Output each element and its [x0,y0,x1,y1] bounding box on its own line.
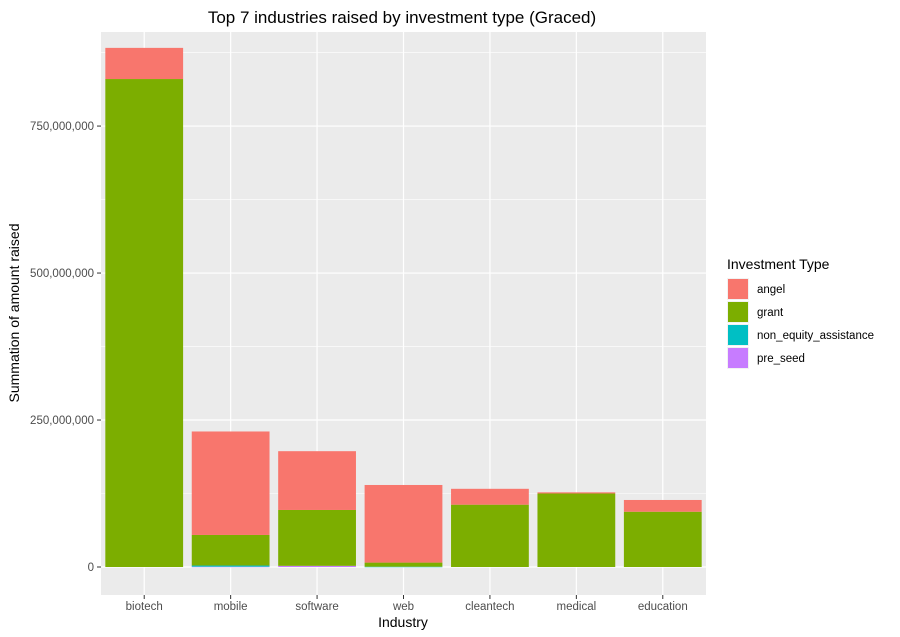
bars [105,47,702,568]
x-tick-label-education: education [638,601,688,613]
bar-medical-grant [537,493,616,567]
legend-swatch-pre_seed [728,348,748,368]
x-tick-label-software: software [295,601,338,613]
x-tick-label-web: web [392,601,414,613]
legend: Investment Type angel grant non_equity_ass… [727,256,874,369]
bar-biotech-grant [105,79,184,568]
bar-mobile-non_equity_assistance [191,565,270,567]
bar-software-angel [278,451,356,510]
bar-web-grant [364,562,443,567]
legend-title: Investment Type [727,256,830,272]
y-tick-label: 250,000,000 [30,415,94,427]
y-axis: 0 250,000,000 500,000,000 750,000,000 [30,121,101,574]
x-tick-label-medical: medical [557,601,597,613]
legend-label-grant: grant [757,307,784,319]
legend-swatch-grant [728,302,748,322]
x-tick-label-biotech: biotech [126,601,163,613]
legend-label-non_equity_assistance: non_equity_assistance [757,330,874,342]
legend-label-pre_seed: pre_seed [757,353,805,365]
legend-swatch-non_equity_assistance [728,325,748,345]
bar-mobile-grant [191,534,270,566]
bar-mobile-angel [191,431,270,535]
y-axis-title: Summation of amount raised [6,224,22,403]
x-axis: biotech mobile software web cleantech medical… [126,595,688,613]
y-tick-label: 0 [88,562,94,574]
bar-education-angel [623,499,702,512]
x-tick-label-cleantech: cleantech [465,601,514,613]
legend-swatch-angel [728,279,748,299]
bar-mobile-pre_seed [191,566,270,568]
bar-medical-angel [537,492,616,494]
bar-cleantech-grant [451,504,529,567]
bar-cleantech-angel [451,488,529,505]
bar-web-non_equity_assistance [364,566,443,568]
y-tick-label: 750,000,000 [30,121,94,133]
chart-title: Top 7 industries raised by investment ty… [208,8,596,27]
bar-web-angel [364,484,443,563]
x-tick-label-mobile: mobile [214,601,248,613]
bar-biotech-angel [105,47,184,80]
bar-education-grant [623,511,702,567]
legend-label-angel: angel [757,284,785,296]
bar-software-pre_seed [278,565,356,567]
bar-software-grant [278,509,356,566]
y-tick-label: 500,000,000 [30,268,94,280]
x-axis-title: Industry [378,614,428,630]
